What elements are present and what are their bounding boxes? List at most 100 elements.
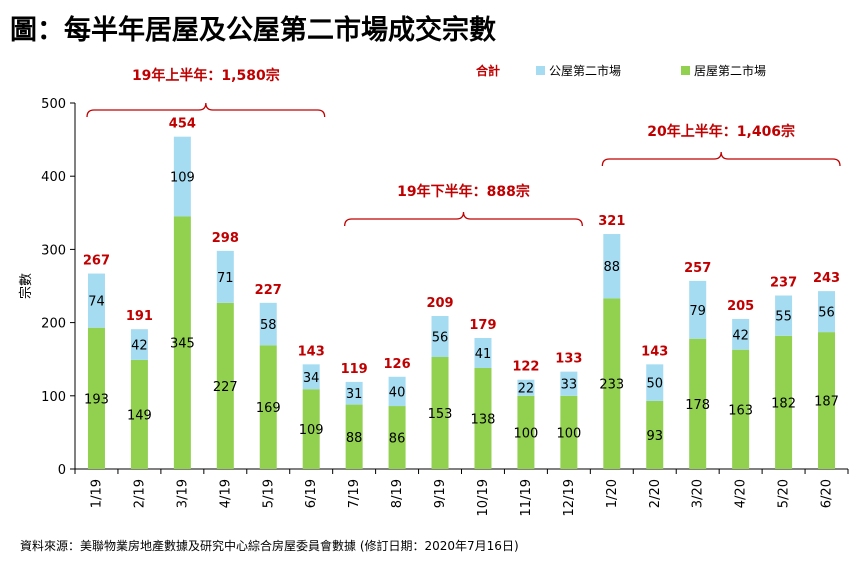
bar-segment-phs xyxy=(560,371,578,396)
data-label-phs: 79 xyxy=(689,304,706,319)
y-tick-label: 0 xyxy=(58,463,66,478)
bar-segment-phs xyxy=(302,364,320,390)
data-label-total: 133 xyxy=(555,352,582,367)
data-label-hos: 345 xyxy=(170,337,195,352)
data-label-phs: 50 xyxy=(646,377,663,392)
data-label-hos: 163 xyxy=(728,403,753,418)
data-label-hos: 178 xyxy=(685,398,710,413)
bar-segment-phs xyxy=(259,302,277,346)
x-tick-label: 11/19 xyxy=(519,479,534,516)
bar-segment-phs xyxy=(130,329,148,360)
data-label-total: 298 xyxy=(212,231,239,246)
bar-segment-phs xyxy=(818,291,836,333)
x-tick-label: 5/19 xyxy=(261,479,276,508)
x-tick-label: 6/20 xyxy=(820,479,835,508)
data-label-total: 227 xyxy=(255,283,282,298)
data-label-phs: 31 xyxy=(346,387,363,402)
data-label-phs: 71 xyxy=(217,271,234,286)
x-tick-label: 3/19 xyxy=(175,479,190,508)
x-tick-label: 8/19 xyxy=(390,479,405,508)
bar-segment-hos xyxy=(732,349,750,469)
data-label-hos: 109 xyxy=(299,423,324,438)
data-label-phs: 22 xyxy=(518,382,535,397)
bar-segment-hos xyxy=(431,357,449,469)
bar-segment-hos xyxy=(818,332,836,469)
legend-label-total: 合計 xyxy=(476,63,500,78)
x-tick-label: 12/19 xyxy=(562,479,577,516)
data-label-phs: 58 xyxy=(260,318,277,333)
data-label-phs: 33 xyxy=(561,378,578,393)
data-label-total: 191 xyxy=(126,309,153,324)
bar-segment-phs xyxy=(431,316,449,358)
bar-segment-hos xyxy=(689,338,707,469)
bar-segment-phs xyxy=(388,376,406,407)
data-label-total: 454 xyxy=(169,117,196,132)
data-label-hos: 138 xyxy=(471,412,496,427)
data-label-hos: 86 xyxy=(389,432,406,447)
bar-segment-hos xyxy=(474,367,492,469)
bar-segment-phs xyxy=(775,295,793,336)
bar-segment-hos xyxy=(646,400,664,469)
data-label-hos: 153 xyxy=(428,407,453,422)
bar-segment-phs xyxy=(474,337,492,368)
bar-segment-hos xyxy=(259,345,277,469)
half-year-brace xyxy=(86,102,326,118)
legend-swatch-phs xyxy=(536,66,545,75)
legend-label-phs: 公屋第二市場 xyxy=(549,63,621,78)
data-label-hos: 187 xyxy=(814,395,839,410)
data-label-total: 237 xyxy=(770,276,797,291)
bar-segment-hos xyxy=(130,359,148,469)
x-tick-label: 1/19 xyxy=(89,479,104,508)
bar-segment-hos xyxy=(87,327,105,469)
data-label-total: 143 xyxy=(641,344,668,359)
legend-swatch-hos xyxy=(681,66,690,75)
bar-segment-phs xyxy=(689,280,707,339)
chart-title: 圖：每半年居屋及公屋第二市場成交宗數 xyxy=(10,15,496,46)
half-year-total-label: 20年上半年：1,406宗 xyxy=(647,123,795,140)
x-tick-label: 9/19 xyxy=(433,479,448,508)
half-year-total-label: 19年上半年：1,580宗 xyxy=(132,67,280,84)
data-label-total: 267 xyxy=(83,254,110,269)
bar-segment-phs xyxy=(603,234,621,299)
x-tick-label: 1/20 xyxy=(605,479,620,508)
data-label-hos: 100 xyxy=(556,426,581,441)
data-label-hos: 88 xyxy=(346,431,363,446)
x-tick-label: 10/19 xyxy=(476,479,491,516)
bar-segment-hos xyxy=(775,335,793,469)
data-label-hos: 182 xyxy=(771,396,796,411)
data-label-hos: 227 xyxy=(213,380,238,395)
data-label-hos: 149 xyxy=(127,408,152,423)
data-label-phs: 56 xyxy=(432,331,449,346)
bar-segment-phs xyxy=(517,379,535,396)
data-label-total: 122 xyxy=(512,360,539,375)
data-label-phs: 88 xyxy=(604,260,621,275)
stacked-bar-chart: 0 100 200 300 400 500 宗數 193 74 267 1/19 149 42 191 2/… xyxy=(18,63,849,516)
data-label-hos: 169 xyxy=(256,401,281,416)
bar-segment-phs xyxy=(345,381,363,405)
data-label-phs: 55 xyxy=(775,310,792,325)
y-axis-label: 宗數 xyxy=(18,273,34,299)
y-tick-label: 200 xyxy=(41,317,66,332)
bar-segment-phs xyxy=(173,136,191,217)
y-tick-label: 400 xyxy=(41,170,66,185)
x-tick-label: 4/20 xyxy=(734,479,749,508)
data-label-phs: 42 xyxy=(732,328,749,343)
data-label-total: 143 xyxy=(298,344,325,359)
data-label-hos: 100 xyxy=(514,426,539,441)
data-label-phs: 42 xyxy=(131,339,148,354)
data-label-hos: 193 xyxy=(84,392,109,407)
data-label-phs: 40 xyxy=(389,385,406,400)
data-label-total: 205 xyxy=(727,299,754,314)
data-label-total: 243 xyxy=(813,271,840,286)
data-label-phs: 109 xyxy=(170,171,195,186)
data-label-hos: 233 xyxy=(599,378,624,393)
y-tick-label: 300 xyxy=(41,243,66,258)
y-tick-label: 100 xyxy=(41,390,66,405)
half-year-total-label: 19年下半年：888宗 xyxy=(397,183,530,200)
bar-segment-hos xyxy=(173,216,191,469)
data-label-total: 126 xyxy=(384,357,411,372)
data-label-phs: 56 xyxy=(818,306,835,321)
bar-segment-hos xyxy=(517,395,535,469)
data-label-total: 257 xyxy=(684,261,711,276)
x-tick-label: 5/20 xyxy=(777,479,792,508)
